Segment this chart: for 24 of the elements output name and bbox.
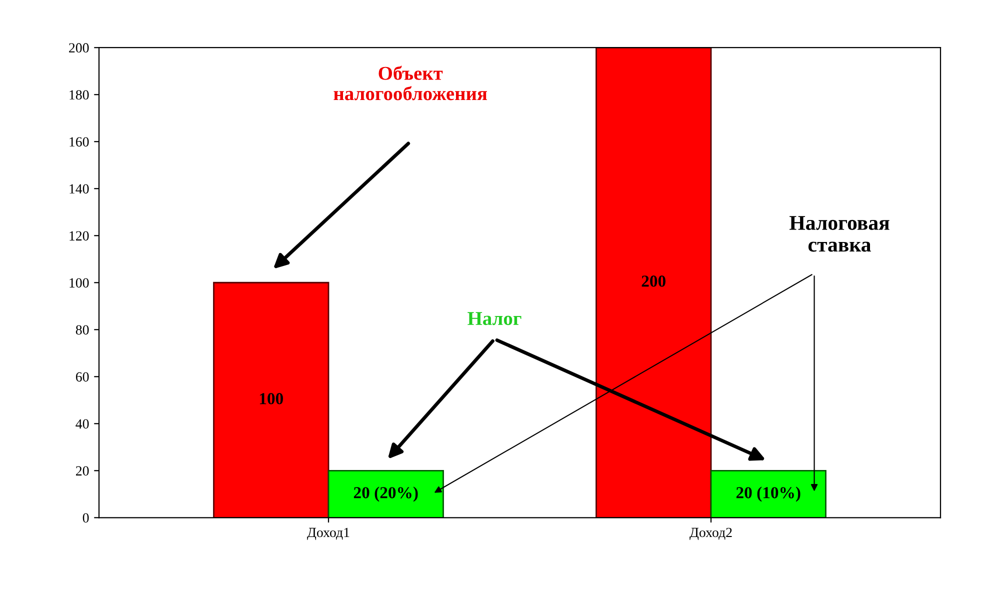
annotation: Объект налогообложения bbox=[334, 66, 487, 100]
y-tick-label: 60 bbox=[76, 372, 89, 382]
y-tick-label: 80 bbox=[76, 325, 89, 335]
y-tick-label: 140 bbox=[70, 184, 89, 194]
bar bbox=[596, 48, 712, 518]
y-tick-label: 40 bbox=[76, 419, 89, 429]
data-label: 100 bbox=[260, 393, 283, 404]
y-tick-label: 200 bbox=[69, 43, 89, 53]
y-tick-label: 20 bbox=[76, 466, 89, 476]
data-label: 20 (20%) bbox=[354, 486, 418, 502]
x-tick-label: Доход2 bbox=[690, 528, 732, 540]
y-tick-label: 0 bbox=[82, 513, 89, 523]
bar bbox=[328, 470, 444, 518]
data-label: 200 bbox=[642, 276, 666, 287]
annotation: Налоговая ставка bbox=[790, 216, 890, 252]
y-tick-label: 180 bbox=[70, 90, 89, 100]
y-tick-label: 120 bbox=[70, 231, 89, 241]
annotation: Налог bbox=[468, 312, 522, 326]
y-tick-label: 100 bbox=[70, 278, 89, 288]
data-label: 20 (10%) bbox=[736, 486, 800, 502]
x-tick-label: Доход1 bbox=[307, 528, 350, 540]
y-tick-label: 160 bbox=[70, 137, 89, 147]
bar bbox=[710, 470, 826, 518]
bar bbox=[213, 282, 330, 518]
